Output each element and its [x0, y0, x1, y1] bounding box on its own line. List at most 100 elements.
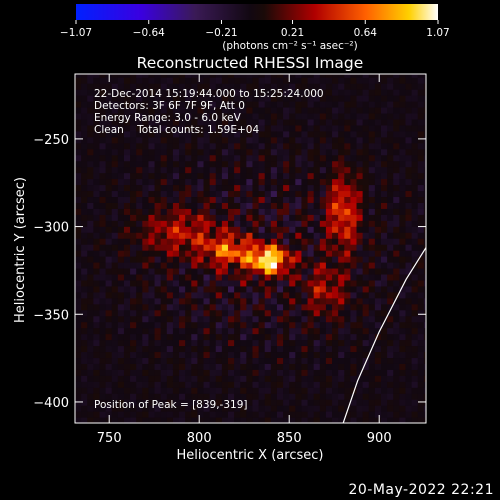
heatmap-cell — [93, 196, 101, 203]
heatmap-cell — [258, 339, 266, 347]
heatmap-cell — [423, 77, 426, 84]
heatmap-cell — [136, 375, 143, 382]
heatmap-cell — [368, 190, 376, 198]
heatmap-cell — [374, 369, 382, 376]
heatmap-cell — [93, 411, 101, 418]
heatmap-cell — [368, 77, 376, 84]
heatmap-cell — [313, 154, 321, 162]
heatmap-cell — [405, 411, 413, 418]
heatmap-cell — [197, 95, 205, 102]
heatmap-cell — [295, 417, 303, 423]
heatmap-cell — [221, 190, 229, 198]
heatmap-cell — [423, 327, 426, 335]
heatmap-cell — [93, 178, 101, 186]
heatmap-cell — [374, 142, 382, 150]
heatmap-cell — [252, 160, 260, 168]
heatmap-cell — [276, 250, 284, 257]
heatmap-cell — [283, 273, 290, 281]
heatmap-cell — [295, 244, 303, 251]
heatmap-cell — [319, 267, 327, 275]
heatmap-cell — [399, 399, 407, 406]
heatmap-cell — [179, 363, 186, 370]
heatmap-cell — [301, 232, 309, 239]
heatmap-cell — [81, 166, 88, 174]
heatmap-cell — [99, 417, 107, 423]
heatmap-cell — [356, 196, 364, 203]
heatmap-cell — [209, 369, 217, 376]
heatmap-cell — [246, 285, 254, 293]
heatmap-cell — [356, 309, 364, 317]
heatmap-cell — [338, 166, 345, 174]
heatmap-cell — [387, 303, 394, 311]
heatmap-cell — [172, 202, 180, 209]
heatmap-cell — [289, 375, 296, 382]
heatmap-cell — [111, 315, 119, 323]
heatmap-cell — [417, 154, 425, 162]
heatmap-cell — [197, 178, 205, 186]
heatmap-cell — [240, 279, 247, 287]
heatmap-cell — [399, 89, 407, 96]
heatmap-cell — [325, 226, 333, 233]
heatmap-cell — [301, 148, 309, 156]
heatmap-cell — [185, 172, 192, 180]
heatmap-cell — [417, 339, 425, 347]
heatmap-cell — [374, 95, 382, 102]
heatmap-cell — [111, 101, 119, 108]
heatmap-cell — [246, 339, 254, 347]
heatmap-cell — [368, 250, 376, 257]
heatmap-cell — [374, 106, 382, 114]
heatmap-cell — [111, 399, 119, 406]
heatmap-cell — [166, 244, 174, 251]
heatmap-cell — [258, 309, 266, 317]
heatmap-cell — [166, 303, 174, 311]
heatmap-cell — [246, 262, 254, 269]
heatmap-cell — [325, 214, 333, 221]
heatmap-cell — [338, 178, 345, 186]
heatmap-cell — [399, 417, 407, 423]
heatmap-cell — [154, 327, 162, 335]
heatmap-cell — [148, 399, 156, 406]
heatmap-cell — [172, 101, 180, 108]
heatmap-cell — [374, 285, 382, 293]
heatmap-cell — [136, 106, 143, 114]
heatmap-cell — [344, 226, 351, 233]
heatmap-cell — [387, 190, 394, 198]
heatmap-cell — [325, 118, 333, 126]
heatmap-cell — [123, 124, 131, 132]
heatmap-cell — [264, 399, 272, 406]
heatmap-cell — [234, 208, 241, 215]
heatmap-cell — [240, 357, 247, 364]
heatmap-cell — [399, 196, 407, 203]
heatmap-cell — [350, 166, 358, 174]
heatmap-cell — [136, 256, 143, 263]
heatmap-cell — [362, 101, 370, 108]
heatmap-cell — [258, 208, 266, 215]
heatmap-cell — [81, 148, 88, 156]
heatmap-cell — [191, 160, 198, 168]
heatmap-cell — [283, 190, 290, 198]
heatmap-cell — [172, 399, 180, 406]
heatmap-cell — [87, 333, 94, 341]
heatmap-cell — [99, 303, 107, 311]
heatmap-cell — [356, 262, 364, 269]
heatmap-cell — [228, 291, 235, 299]
heatmap-cell — [209, 214, 217, 221]
heatmap-cell — [203, 118, 211, 126]
heatmap-cell — [105, 411, 113, 418]
heatmap-cell — [130, 160, 137, 168]
heatmap-cell — [185, 244, 192, 251]
heatmap-cell — [160, 112, 168, 120]
heatmap-cell — [344, 333, 351, 341]
heatmap-cell — [191, 405, 198, 412]
heatmap-cell — [191, 399, 198, 406]
heatmap-cell — [276, 106, 284, 114]
heatmap-cell — [276, 178, 284, 186]
heatmap-cell — [399, 363, 407, 370]
heatmap-cell — [368, 220, 376, 227]
heatmap-cell — [160, 262, 168, 269]
heatmap-cell — [313, 267, 321, 275]
heatmap-cell — [264, 220, 272, 227]
heatmap-cell — [142, 345, 150, 353]
heatmap-cell — [142, 250, 150, 257]
heatmap-cell — [130, 172, 137, 180]
